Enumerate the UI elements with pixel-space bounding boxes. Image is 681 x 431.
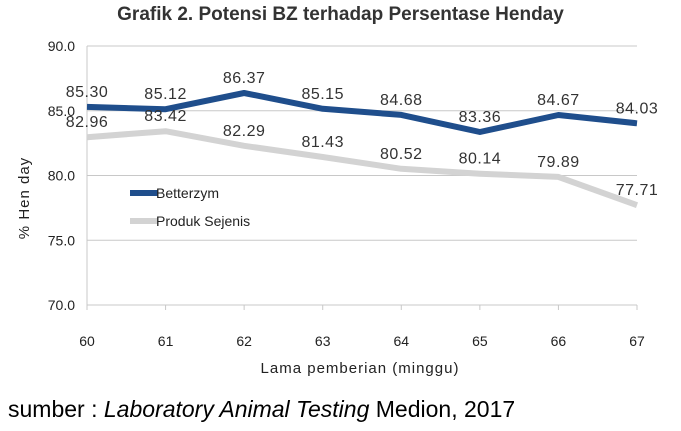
data-label: 85.12 xyxy=(144,86,187,103)
x-axis-title: Lama pemberian (minggu) xyxy=(261,360,460,377)
x-tick-label: 62 xyxy=(236,333,252,349)
x-tick-label: 67 xyxy=(629,333,645,349)
series-lines xyxy=(86,90,639,209)
y-axis-ticks: 70.0 75.0 80.0 85.0 90.0 xyxy=(48,38,75,313)
data-label: 86.37 xyxy=(223,70,266,87)
y-axis-title: % Hen day xyxy=(16,157,33,239)
data-label: 82.29 xyxy=(223,123,266,140)
legend-label: Produk Sejenis xyxy=(156,213,250,229)
data-label: 83.42 xyxy=(144,108,187,125)
data-label: 83.36 xyxy=(459,109,502,126)
source-prefix: sumber : xyxy=(8,396,104,422)
source-title: Laboratory Animal Testing xyxy=(103,396,370,422)
data-label: 85.30 xyxy=(66,84,109,101)
data-label: 84.03 xyxy=(616,100,659,117)
series-line-produk-sejenis xyxy=(86,128,639,209)
data-label: 84.68 xyxy=(380,92,423,109)
data-label: 80.52 xyxy=(380,146,423,163)
source-note: sumber : Laboratory Animal Testing Medio… xyxy=(8,396,515,423)
series-line-betterzym xyxy=(86,90,638,135)
x-tick-label: 64 xyxy=(393,333,409,349)
data-label: 80.14 xyxy=(459,151,502,168)
legend: Betterzym Produk Sejenis xyxy=(130,185,250,229)
data-label: 79.89 xyxy=(537,154,580,171)
x-tick-label: 63 xyxy=(315,333,331,349)
data-label: 82.96 xyxy=(66,114,109,131)
y-tick-label: 80.0 xyxy=(48,168,75,184)
x-tick-label: 66 xyxy=(551,333,567,349)
data-label: 81.43 xyxy=(301,134,344,151)
y-tick-label: 90.0 xyxy=(48,38,75,54)
y-tick-label: 85.0 xyxy=(48,103,75,119)
data-label: 84.67 xyxy=(537,92,580,109)
source-suffix: Medion, 2017 xyxy=(369,396,516,422)
data-label: 85.15 xyxy=(301,86,344,103)
y-tick-label: 75.0 xyxy=(48,232,75,248)
data-labels: 85.30 85.12 86.37 85.15 84.68 83.36 84.67 84.03… xyxy=(66,70,659,199)
x-axis-ticks: 60 61 62 63 64 65 66 67 xyxy=(79,305,645,349)
legend-label: Betterzym xyxy=(156,185,219,201)
x-tick-label: 61 xyxy=(158,333,174,349)
y-tick-label: 70.0 xyxy=(48,297,75,313)
data-label: 77.71 xyxy=(616,182,659,199)
x-tick-label: 65 xyxy=(472,333,488,349)
x-tick-label: 60 xyxy=(79,333,95,349)
chart-title: Grafik 2. Potensi BZ terhadap Persentase… xyxy=(117,4,564,25)
